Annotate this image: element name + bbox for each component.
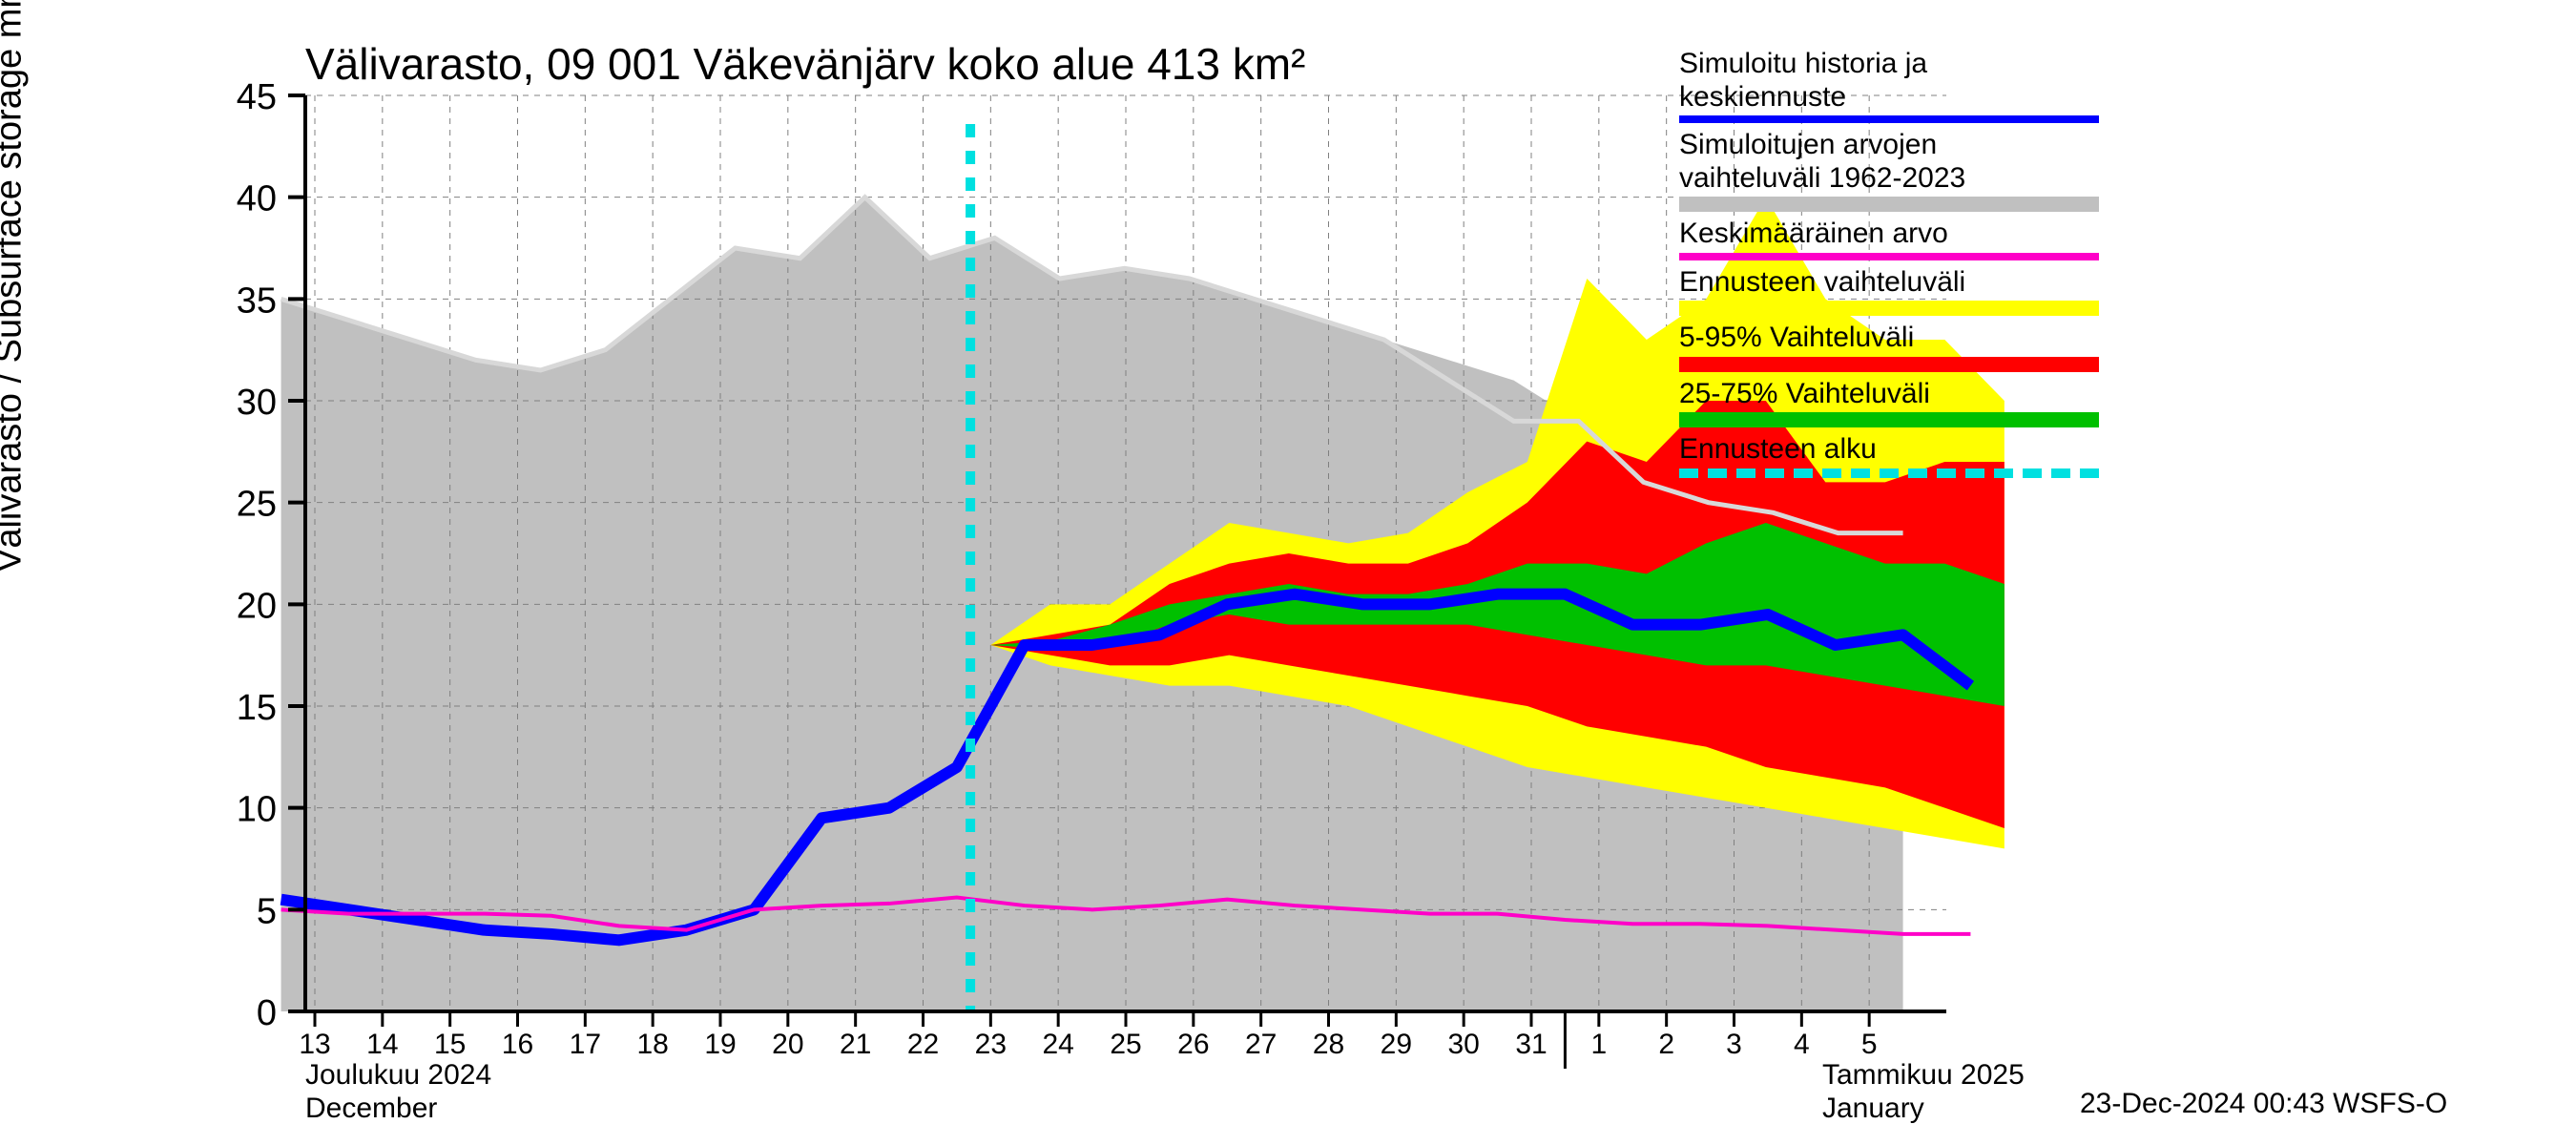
legend-item-hist-range: Simuloitujen arvojenvaihteluväli 1962-20… [1679,129,2538,212]
x-tick-label: 30 [1447,1029,1479,1060]
legend-label: 5-95% Vaihteluväli [1679,322,2538,355]
legend-item-sim-history-mean: Simuloitu historia jakeskiennuste [1679,48,2538,123]
y-tick-label: 10 [237,790,277,830]
footer-stamp: 23-Dec-2024 00:43 WSFS-O [2080,1088,2447,1120]
y-tick-label: 25 [237,485,277,525]
legend-item-forecast-range: Ennusteen vaihteluväli [1679,266,2538,317]
x-tick-label: 3 [1726,1029,1742,1060]
legend-swatch [1679,412,2099,427]
legend-item-p25-75: 25-75% Vaihteluväli [1679,378,2538,428]
x-tick-label: 14 [366,1029,398,1060]
y-axis-label: Välivarasto / Subsurface storage mm [0,0,31,572]
x-tick-label: 24 [1042,1029,1073,1060]
x-tick-label: 23 [975,1029,1007,1060]
month-right-line1: Tammikuu 2025 [1822,1059,2025,1093]
month-label-right: Tammikuu 2025 January [1822,1059,2025,1125]
x-tick-label: 2 [1658,1029,1674,1060]
legend-label: Keskimääräinen arvo [1679,218,2538,251]
legend-swatch [1679,115,2099,123]
x-tick-label: 20 [772,1029,803,1060]
x-tick-label: 1 [1590,1029,1607,1060]
x-tick-label: 5 [1861,1029,1878,1060]
chart-title: Välivarasto, 09 001 Väkevänjärv koko alu… [305,38,1305,90]
y-tick-label: 5 [257,891,277,931]
legend-swatch [1679,253,2099,260]
x-tick-label: 22 [907,1029,939,1060]
x-tick-label: 21 [840,1029,871,1060]
y-tick-label: 35 [237,281,277,321]
x-tick-label: 18 [636,1029,668,1060]
x-tick-label: 17 [570,1029,601,1060]
legend-label: Simuloitujen arvojenvaihteluväli 1962-20… [1679,129,2538,195]
x-tick-label: 15 [434,1029,466,1060]
y-tick-label: 30 [237,383,277,423]
chart-stage: Välivarasto, 09 001 Väkevänjärv koko alu… [0,0,2576,1145]
legend-swatch [1679,468,2099,478]
x-tick-label: 25 [1110,1029,1141,1060]
y-tick-label: 40 [237,179,277,219]
x-tick-label: 4 [1794,1029,1810,1060]
legend-label: Ennusteen vaihteluväli [1679,266,2538,300]
y-tick-label: 0 [257,993,277,1033]
month-left-line2: December [305,1093,491,1126]
x-tick-label: 19 [704,1029,736,1060]
y-tick-label: 15 [237,688,277,728]
month-label-left: Joulukuu 2024 December [305,1059,491,1125]
legend-label: Ennusteen alku [1679,433,2538,467]
legend-item-mean-value: Keskimääräinen arvo [1679,218,2538,260]
x-tick-label: 16 [502,1029,533,1060]
x-tick-label: 26 [1177,1029,1209,1060]
legend-item-p5-95: 5-95% Vaihteluväli [1679,322,2538,372]
legend: Simuloitu historia jakeskiennuste Simuloi… [1679,48,2538,484]
y-tick-label: 45 [237,77,277,117]
legend-swatch [1679,197,2099,212]
x-tick-label: 31 [1515,1029,1547,1060]
legend-label: 25-75% Vaihteluväli [1679,378,2538,411]
y-tick-label: 20 [237,586,277,626]
month-left-line1: Joulukuu 2024 [305,1059,491,1093]
x-tick-label: 13 [299,1029,330,1060]
legend-label: Simuloitu historia jakeskiennuste [1679,48,2538,114]
month-right-line2: January [1822,1093,2025,1126]
legend-swatch [1679,301,2099,316]
x-tick-label: 28 [1313,1029,1344,1060]
x-tick-label: 29 [1381,1029,1412,1060]
legend-item-forecast-start: Ennusteen alku [1679,433,2538,478]
x-tick-label: 27 [1245,1029,1277,1060]
legend-swatch [1679,357,2099,372]
